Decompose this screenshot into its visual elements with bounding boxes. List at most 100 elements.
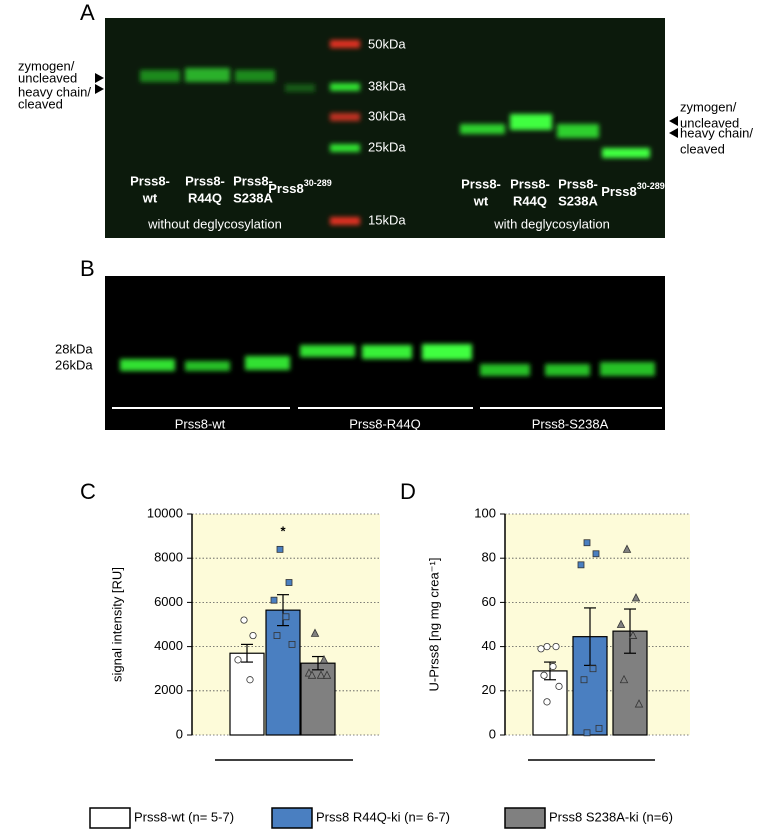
- group-label: without deglycosylation: [147, 216, 282, 231]
- panel-label: A: [80, 0, 95, 25]
- lane-label: S238A: [558, 193, 598, 208]
- data-point: [543, 642, 551, 651]
- lane-label: Prss8-: [558, 176, 598, 191]
- marker-label: cleaved: [680, 141, 725, 156]
- lane-label: R44Q: [188, 190, 222, 205]
- lane-label: Prss8-: [130, 173, 170, 188]
- data-point: [552, 642, 560, 651]
- y-tick-label: 40: [482, 638, 496, 653]
- annotation: *: [280, 523, 286, 538]
- y-tick-label: 80: [482, 550, 496, 565]
- lane-label-main: Prss8: [601, 184, 636, 199]
- legend-swatch: [504, 807, 546, 829]
- ladder-label: 25kDa: [368, 139, 406, 154]
- legend-swatch: [271, 807, 313, 829]
- legend-label: Prss8 R44Q-ki (n= 6-7): [316, 809, 450, 824]
- y-tick-label: 100: [474, 505, 496, 520]
- lane-label: wt: [142, 190, 158, 205]
- blot-a-bands: [140, 40, 650, 225]
- data-point: [580, 676, 588, 684]
- lane-label: Prss830-289: [268, 178, 331, 196]
- data-point: [583, 729, 591, 737]
- data-point: [631, 593, 641, 602]
- marker-label: cleaved: [18, 96, 63, 111]
- y-tick-label: 0: [489, 726, 496, 741]
- lane-label-sup: 30-289: [304, 178, 332, 188]
- blot-b-bands: [120, 344, 655, 376]
- y-axis-label: U-Prss8 [ng mg crea⁻¹]: [426, 557, 441, 691]
- lane-label: Prss830-289: [601, 181, 664, 199]
- lane-label: Prss8-: [461, 176, 501, 191]
- marker-label: 26kDa: [55, 357, 93, 372]
- panel-label: D: [400, 479, 416, 504]
- data-point: [577, 561, 585, 569]
- data-point: [285, 579, 293, 586]
- marker-label: zymogen/: [680, 99, 737, 114]
- data-point: [310, 628, 320, 637]
- group-label: Prss8-S238A: [532, 416, 609, 431]
- y-axis-label: signal intensity [RU]: [109, 567, 124, 682]
- data-point: [316, 670, 326, 679]
- data-point: [549, 662, 557, 671]
- lane-label: wt: [473, 193, 489, 208]
- bar: [265, 609, 301, 736]
- data-point: [616, 619, 626, 628]
- data-point: [322, 670, 332, 679]
- data-point: [628, 630, 638, 639]
- data-point: [282, 613, 290, 621]
- group-label: with deglycosylation: [493, 216, 610, 231]
- y-tick-label: 8000: [154, 550, 183, 565]
- data-point: [619, 674, 629, 684]
- y-tick-label: 20: [482, 682, 496, 697]
- legend-label: Prss8-wt (n= 5-7): [134, 809, 234, 824]
- y-tick-label: 6000: [154, 594, 183, 609]
- ladder-label: 50kDa: [368, 36, 406, 51]
- bar: [229, 652, 265, 736]
- marker-label: heavy chain/: [18, 84, 91, 99]
- lane-label-sup: 30-289: [637, 181, 665, 191]
- data-point: [592, 550, 600, 558]
- data-point: [543, 698, 551, 706]
- data-point: [273, 632, 281, 639]
- marker-label: uncleaved: [680, 115, 739, 130]
- y-tick-label: 10000: [147, 505, 183, 520]
- data-point: [307, 670, 317, 679]
- data-point: [540, 671, 548, 679]
- group-label: Prss8-wt: [175, 416, 226, 431]
- data-point: [634, 699, 644, 708]
- ladder-label: 30kDa: [368, 108, 406, 123]
- data-point: [249, 631, 257, 640]
- y-tick-label: 60: [482, 594, 496, 609]
- data-point: [555, 682, 563, 690]
- data-point: [270, 596, 278, 604]
- data-point: [319, 654, 329, 664]
- y-tick-label: 2000: [154, 682, 183, 697]
- lane-label: Prss8-: [185, 173, 225, 188]
- lane-label: S238A: [233, 190, 273, 205]
- group-label: Prss8-R44Q: [349, 416, 421, 431]
- marker-label: zymogen/: [18, 58, 75, 73]
- lane-label-main: Prss8: [268, 181, 303, 196]
- data-point: [595, 724, 603, 732]
- data-point: [537, 645, 545, 653]
- ladder-label: 38kDa: [368, 78, 406, 93]
- lane-label: R44Q: [513, 193, 547, 208]
- data-point: [234, 656, 242, 664]
- legend-label: Prss8 S238A-ki (n=6): [549, 809, 673, 824]
- data-point: [288, 640, 296, 648]
- data-point: [276, 545, 284, 553]
- marker-label: uncleaved: [18, 70, 77, 85]
- data-point: [246, 676, 254, 684]
- data-point: [589, 665, 597, 673]
- ladder-label: 15kDa: [368, 212, 406, 227]
- data-point: [622, 544, 632, 553]
- lane-label: Prss8-: [233, 173, 273, 188]
- marker-label: heavy chain/: [680, 125, 753, 140]
- data-point: [583, 539, 591, 547]
- y-tick-label: 4000: [154, 638, 183, 653]
- data-point: [240, 616, 248, 624]
- panel-label: C: [80, 479, 96, 504]
- panel-label: B: [80, 256, 95, 281]
- legend-swatch: [89, 807, 131, 829]
